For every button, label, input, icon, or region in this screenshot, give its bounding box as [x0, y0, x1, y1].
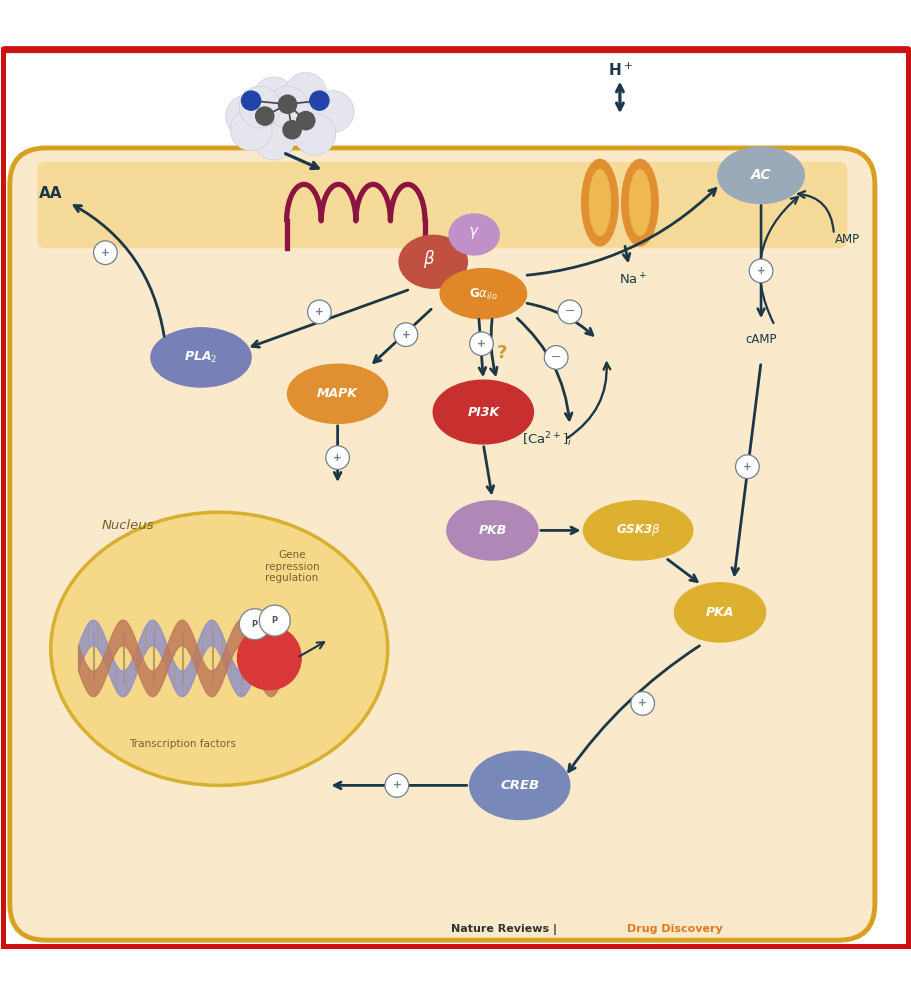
Text: PI3K: PI3K	[466, 405, 499, 419]
Text: Nucleus: Nucleus	[102, 520, 154, 533]
Text: +: +	[333, 453, 342, 462]
Text: [Ca$^{2+}$]$_i$: [Ca$^{2+}$]$_i$	[521, 430, 571, 449]
Text: $\gamma$: $\gamma$	[468, 224, 479, 241]
Text: Transcription factors: Transcription factors	[129, 739, 236, 750]
Circle shape	[225, 95, 267, 137]
Ellipse shape	[399, 235, 466, 288]
Text: −: −	[550, 351, 561, 364]
Text: +: +	[314, 307, 323, 317]
Circle shape	[296, 112, 314, 129]
Circle shape	[278, 95, 296, 114]
Text: Na$^+$: Na$^+$	[619, 273, 647, 288]
Ellipse shape	[433, 380, 533, 444]
Circle shape	[266, 86, 308, 127]
Ellipse shape	[446, 501, 537, 560]
Ellipse shape	[581, 159, 618, 246]
Text: H$^+$: H$^+$	[607, 62, 631, 79]
Text: PLA$_2$: PLA$_2$	[184, 350, 218, 365]
Circle shape	[384, 774, 408, 797]
Ellipse shape	[287, 365, 387, 424]
Circle shape	[94, 241, 118, 265]
Text: AA: AA	[39, 186, 63, 201]
Ellipse shape	[621, 159, 658, 246]
Text: AC: AC	[750, 168, 771, 183]
Circle shape	[394, 323, 417, 347]
Text: GSK3$\beta$: GSK3$\beta$	[615, 523, 660, 538]
Ellipse shape	[449, 214, 498, 255]
Text: Drug Discovery: Drug Discovery	[626, 924, 722, 935]
Ellipse shape	[51, 512, 387, 785]
Circle shape	[469, 332, 493, 356]
Text: +: +	[401, 330, 410, 340]
Text: G$\alpha_{i/o}$: G$\alpha_{i/o}$	[468, 287, 497, 301]
Text: −: −	[564, 305, 575, 318]
FancyBboxPatch shape	[10, 148, 874, 941]
Ellipse shape	[583, 501, 692, 560]
Ellipse shape	[589, 170, 609, 235]
Text: +: +	[756, 266, 764, 276]
Circle shape	[252, 77, 294, 119]
Text: P: P	[251, 619, 258, 628]
Circle shape	[630, 692, 654, 715]
Circle shape	[284, 72, 326, 115]
Text: ?: ?	[496, 344, 507, 362]
Ellipse shape	[674, 583, 764, 642]
Ellipse shape	[629, 170, 650, 235]
Circle shape	[544, 346, 568, 370]
Circle shape	[239, 86, 281, 127]
Text: $\beta$: $\beta$	[422, 248, 435, 270]
Text: MAPK: MAPK	[317, 387, 358, 400]
Circle shape	[230, 109, 271, 151]
Text: +: +	[638, 699, 646, 708]
Text: +: +	[392, 781, 401, 790]
Ellipse shape	[469, 751, 569, 819]
Circle shape	[237, 626, 301, 690]
Circle shape	[325, 446, 349, 469]
FancyBboxPatch shape	[37, 162, 846, 248]
Circle shape	[239, 609, 270, 639]
Text: AMP: AMP	[834, 232, 859, 246]
Circle shape	[259, 605, 290, 636]
Circle shape	[749, 259, 772, 283]
Text: cAMP: cAMP	[744, 333, 776, 346]
Text: +: +	[101, 248, 109, 258]
Circle shape	[241, 91, 261, 111]
Text: PKB: PKB	[477, 524, 506, 536]
Text: +: +	[742, 461, 751, 471]
Circle shape	[252, 118, 294, 160]
Circle shape	[255, 107, 273, 125]
Text: P: P	[271, 617, 278, 625]
Circle shape	[293, 114, 335, 155]
Circle shape	[735, 454, 758, 478]
Circle shape	[558, 300, 581, 324]
Ellipse shape	[151, 328, 251, 387]
Text: Gene
repression
regulation: Gene repression regulation	[264, 550, 319, 584]
Circle shape	[312, 91, 353, 132]
FancyBboxPatch shape	[3, 49, 908, 947]
Circle shape	[310, 91, 329, 111]
Text: +: +	[476, 339, 486, 349]
Ellipse shape	[717, 147, 804, 204]
Circle shape	[307, 300, 331, 324]
Text: CREB: CREB	[499, 779, 538, 792]
Ellipse shape	[440, 269, 526, 319]
Text: PKA: PKA	[705, 606, 733, 618]
Text: Nature Reviews |: Nature Reviews |	[450, 924, 560, 935]
Circle shape	[282, 121, 301, 139]
